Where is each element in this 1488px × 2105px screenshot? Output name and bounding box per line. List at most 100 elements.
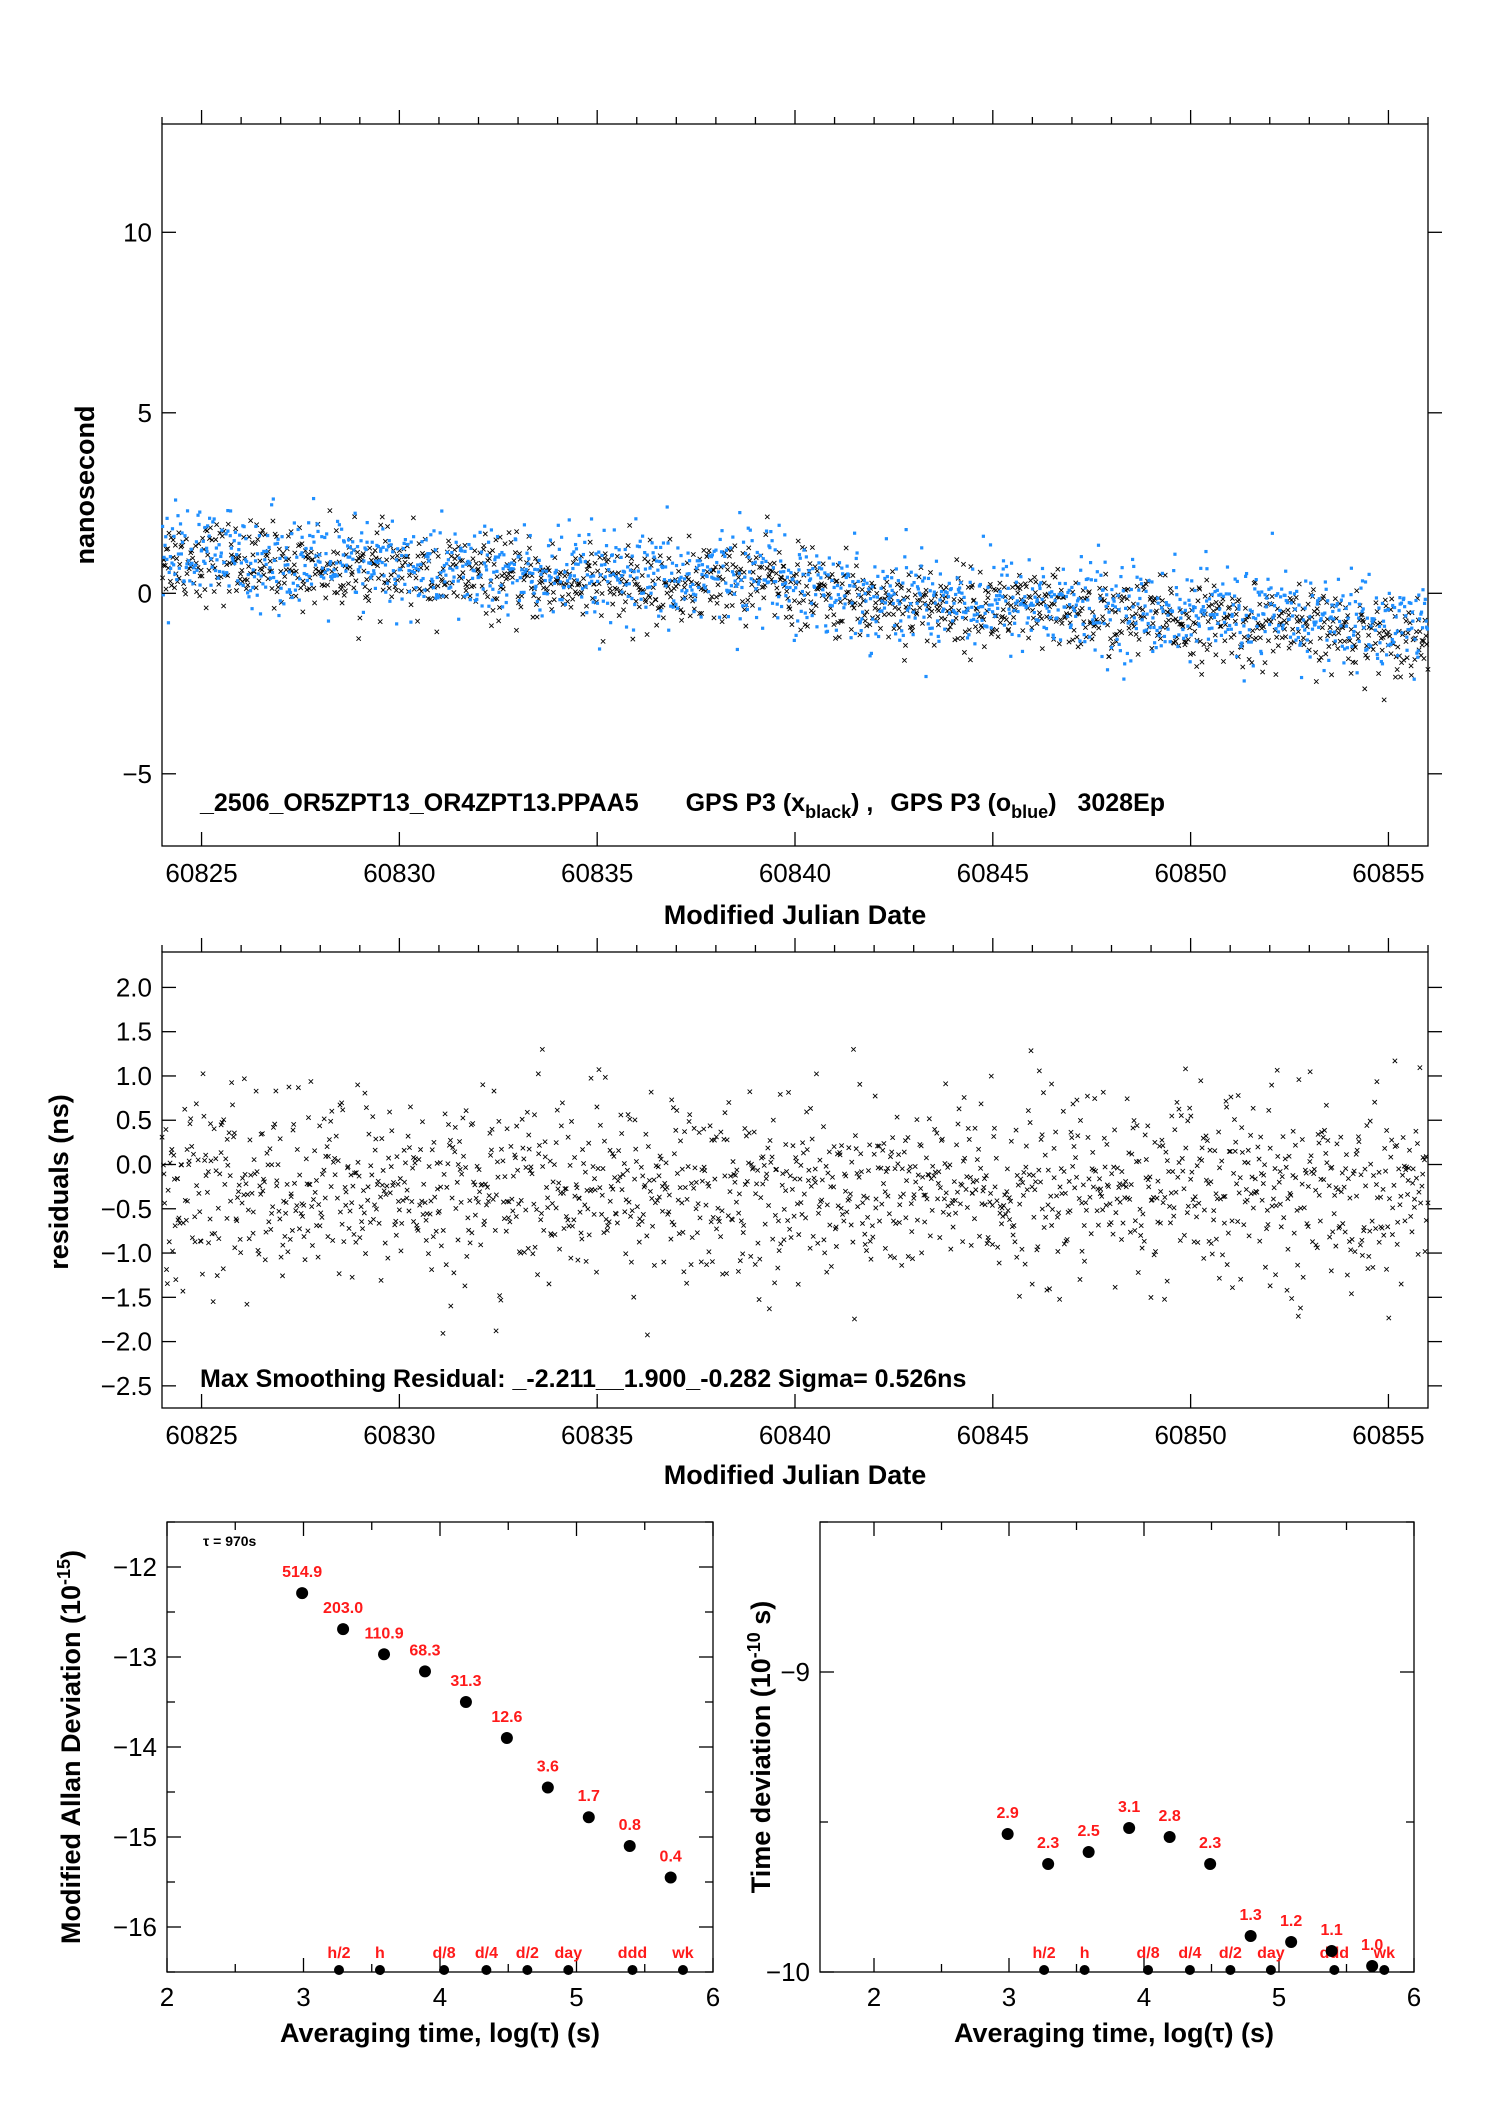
offset-point-dot [1386,643,1390,647]
offset-point-dot [1170,609,1175,613]
offset-point-dot [716,577,720,581]
residual-point [190,1151,196,1157]
offset-point-x [308,549,314,555]
offset-point-dot [457,556,461,560]
offset-point-dot [1315,602,1320,606]
residual-point [1248,1132,1254,1138]
residual-point [744,1178,750,1184]
offset-point-dot [1247,628,1251,632]
offset-point-dot [1215,588,1219,592]
residual-point [1366,1253,1372,1259]
tdev-interval-label: d/4 [1178,1945,1201,1962]
residual-point [335,1158,341,1164]
residual-point [419,1119,425,1125]
offset-point-dot [632,570,636,574]
offset-point-dot [461,575,465,579]
offset-point-x [194,589,200,595]
offset-point-x [1136,636,1142,642]
offset-point-dot [907,606,911,610]
residual-point [775,1218,781,1224]
offset-point-dot [978,582,982,587]
offset-point-x [1316,657,1322,663]
residual-point [1338,1189,1344,1195]
offset-point-dot [760,561,764,565]
offset-point-dot [900,629,904,633]
residual-point [827,1222,833,1228]
offset-point-dot [1353,624,1357,628]
offset-point-dot [275,541,280,545]
residual-point [1022,1261,1028,1267]
offset-point-dot [411,565,415,569]
offset-point-dot [364,547,368,552]
offset-point-x [512,550,518,556]
residual-point [702,1168,708,1174]
offset-point-dot [785,585,789,589]
residual-point [960,1239,966,1245]
offset-point-dot [250,607,254,611]
residual-point [357,1235,363,1241]
offset-point-dot [1032,610,1036,615]
offset-point-x [161,562,167,568]
offset-point-dot [256,572,260,576]
offset-point-dot [460,549,464,553]
offset-point-dot [579,560,583,564]
residual-point [401,1147,407,1153]
offset-point-x [714,600,720,606]
offset-point-dot [1047,609,1051,614]
residual-point [288,1191,294,1197]
offset-point-dot [418,592,422,596]
residual-point [1196,1200,1202,1206]
offset-point-x [335,550,341,556]
offset-point-dot [973,642,977,646]
offset-point-dot [699,615,703,619]
residual-point [498,1146,505,1152]
residual-point [659,1208,666,1214]
residual-point [383,1192,389,1198]
offset-point-dot [1365,647,1369,651]
offset-point-dot [724,581,728,585]
offset-point-dot [926,576,931,581]
residual-point [682,1129,688,1135]
offset-point-dot [1127,619,1132,624]
offset-point-x [402,559,408,565]
offset-point-dot [1222,620,1227,624]
offset-point-dot [226,529,230,533]
offset-point-x [384,557,390,563]
offset-point-dot [1251,664,1255,668]
offset-point-dot [638,539,642,543]
offset-point-x [1387,633,1393,639]
offset-point-dot [1183,608,1188,612]
offset-point-x [633,598,639,604]
offset-point-x [1119,630,1125,636]
offset-point-dot [1044,626,1049,631]
residual-point [740,1251,746,1257]
offset-point-dot [168,555,172,559]
residual-point [1358,1172,1364,1178]
offset-point-dot [1202,612,1206,616]
offset-point-x [281,580,287,586]
offset-point-x [729,602,735,608]
offset-point-x [1128,631,1134,637]
residual-point [421,1181,427,1187]
residual-point [1231,1170,1237,1176]
residual-point [251,1157,257,1163]
offset-xtick-label: 60830 [363,858,435,888]
residual-point [379,1136,385,1142]
offset-point-x [639,572,645,578]
residual-point [308,1078,314,1085]
offset-point-x [823,597,829,603]
offset-point-dot [520,568,524,572]
offset-point-dot [316,529,320,534]
offset-point-x [975,628,981,634]
residual-point [205,1169,211,1175]
residual-point [452,1124,458,1130]
residual-point [1321,1177,1327,1183]
offset-point-dot [1324,587,1328,591]
offset-point-dot [445,562,449,566]
offset-point-dot [405,542,410,547]
offset-point-x [1332,596,1338,602]
residual-point [527,1168,533,1174]
offset-point-dot [1363,580,1368,584]
offset-point-dot [612,528,616,532]
residual-point [305,1228,311,1234]
